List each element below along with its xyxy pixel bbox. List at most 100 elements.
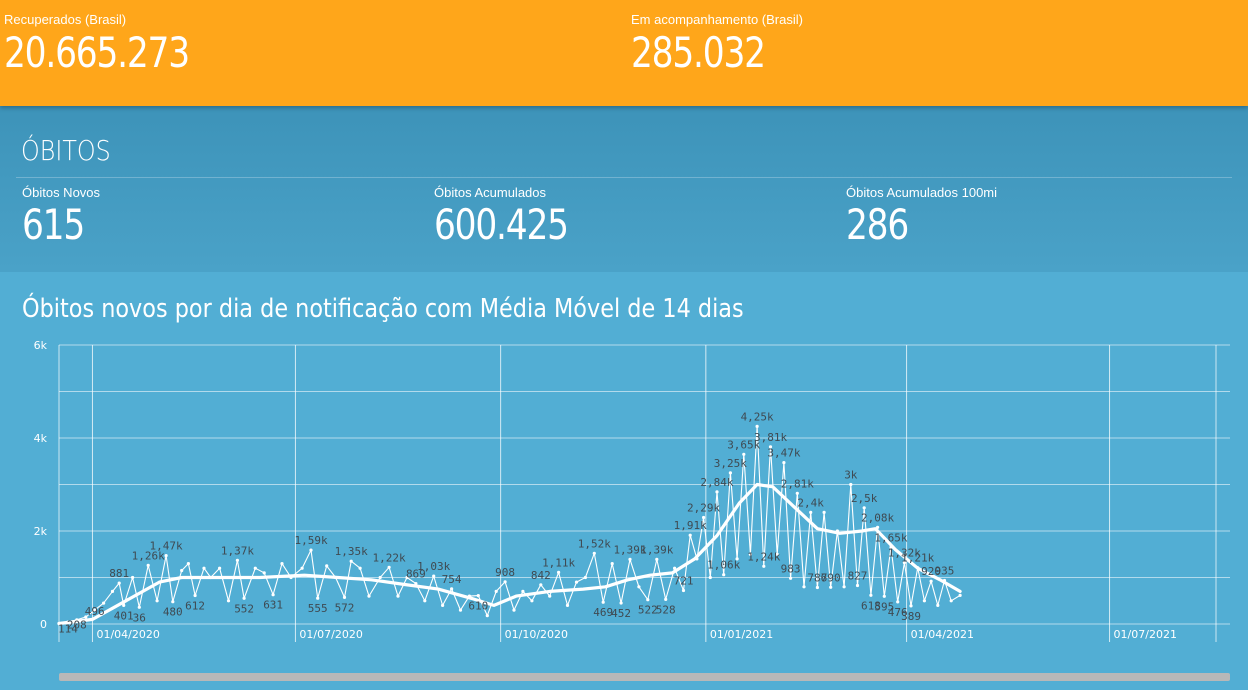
daily-deaths-point [146, 563, 150, 567]
data-label: 1,91k [674, 519, 707, 532]
daily-deaths-point [929, 579, 933, 583]
daily-deaths-point [601, 600, 605, 604]
daily-deaths-point [583, 575, 588, 580]
daily-deaths-point [902, 561, 907, 565]
x-tick-label: 01/01/2021 [710, 628, 773, 641]
data-label: 3k [844, 469, 858, 482]
data-label: 2,81k [781, 477, 814, 490]
daily-deaths-point [530, 599, 534, 603]
daily-deaths-chart[interactable]: 0 2k 4k 6k 01/04/2020 01/07/2020 01/10/2020 01/… [0, 272, 1248, 690]
recuperados-label: Recuperados (Brasil) [4, 12, 127, 27]
y-tick-label: 0 [40, 618, 47, 631]
daily-deaths-point [131, 575, 135, 580]
x-tick-label: 01/10/2020 [505, 628, 568, 641]
daily-deaths-point [242, 596, 246, 600]
data-label: 2,29k [687, 502, 720, 515]
data-label: 983 [781, 562, 801, 575]
data-label: 1,59k [294, 534, 327, 547]
daily-deaths-point [762, 564, 766, 568]
obitos-acumulados-value: 600.425 [434, 200, 569, 249]
daily-deaths-point [565, 603, 570, 607]
daily-deaths-point [768, 445, 773, 449]
data-label: 2,5k [851, 492, 878, 505]
daily-deaths-line [58, 425, 961, 625]
daily-deaths-point [909, 604, 913, 608]
daily-deaths-point [300, 566, 304, 570]
daily-deaths-point [809, 510, 813, 514]
daily-deaths-point [748, 552, 753, 556]
data-label: 522 [638, 604, 658, 617]
daily-deaths-point [405, 575, 409, 580]
daily-deaths-point [829, 585, 833, 589]
daily-deaths-point [226, 599, 231, 603]
data-label: 920 [921, 565, 941, 578]
data-label: 3,81k [754, 431, 787, 444]
data-label: 1,11k [542, 556, 575, 569]
data-label: 1,22k [373, 551, 406, 564]
data-label: 631 [263, 599, 283, 612]
obitos-divider [16, 177, 1232, 178]
daily-deaths-point [349, 559, 353, 563]
y-tick-label: 4k [34, 432, 48, 445]
data-label: 721 [674, 574, 694, 587]
daily-deaths-point [722, 573, 726, 577]
daily-deaths-point [378, 575, 382, 580]
chart-scrollbar[interactable] [59, 673, 1230, 681]
daily-deaths-point [110, 589, 115, 593]
daily-deaths-point [93, 608, 97, 612]
daily-deaths-point [396, 594, 400, 598]
daily-deaths-point [423, 599, 427, 603]
daily-deaths-point [171, 600, 175, 604]
daily-deaths-point [936, 603, 940, 607]
data-label: 389 [901, 610, 921, 623]
x-tick-label: 01/04/2021 [911, 628, 974, 641]
y-tick-label: 6k [34, 339, 48, 352]
daily-deaths-point [193, 593, 197, 598]
x-tick-label: 01/04/2020 [96, 628, 159, 641]
daily-deaths-point [782, 461, 786, 465]
obitos-title: ÓBITOS [21, 134, 111, 167]
data-label: 476 [888, 606, 908, 619]
daily-deaths-point [485, 614, 489, 618]
data-label: 401 [114, 609, 134, 622]
daily-deaths-point [316, 596, 320, 600]
daily-deaths-point [494, 589, 498, 593]
daily-deaths-point [655, 557, 659, 561]
data-label: 754 [442, 573, 462, 586]
daily-deaths-point [271, 593, 275, 597]
data-label: 790 [821, 571, 841, 584]
data-label: 869 [406, 568, 426, 581]
data-label: 1,03k [417, 560, 450, 573]
daily-deaths-point [458, 608, 463, 612]
daily-deaths-point [521, 589, 525, 593]
data-label: 114 [58, 623, 78, 636]
daily-deaths-point [117, 581, 121, 585]
data-label: 1,35k [335, 545, 368, 558]
y-tick-label: 2k [34, 525, 48, 538]
data-label: 842 [531, 569, 551, 582]
daily-deaths-point [688, 533, 692, 537]
daily-deaths-point [325, 564, 329, 568]
data-label: 572 [335, 601, 355, 614]
daily-deaths-point [882, 594, 886, 598]
daily-deaths-point [539, 583, 543, 587]
daily-deaths-point [180, 568, 184, 573]
daily-deaths-point [574, 580, 579, 584]
data-label: 555 [308, 602, 328, 615]
daily-deaths-point [789, 576, 793, 580]
daily-deaths-point [673, 566, 677, 570]
moving-average-line [57, 482, 962, 626]
daily-deaths-point [102, 601, 106, 605]
daily-deaths-point [842, 585, 846, 589]
daily-deaths-point [367, 594, 371, 598]
daily-deaths-point [855, 583, 860, 588]
chart-title: Óbitos novos por dia de notificação com … [22, 294, 744, 324]
data-label: 595 [874, 600, 894, 613]
data-label: 208 [67, 618, 87, 631]
recuperados-value: 20.665.273 [4, 28, 190, 77]
data-label: 1,21k [901, 552, 934, 565]
data-label: 612 [185, 600, 205, 613]
daily-deaths-point [432, 574, 436, 578]
daily-deaths-point [503, 580, 507, 584]
daily-deaths-point [280, 562, 284, 566]
